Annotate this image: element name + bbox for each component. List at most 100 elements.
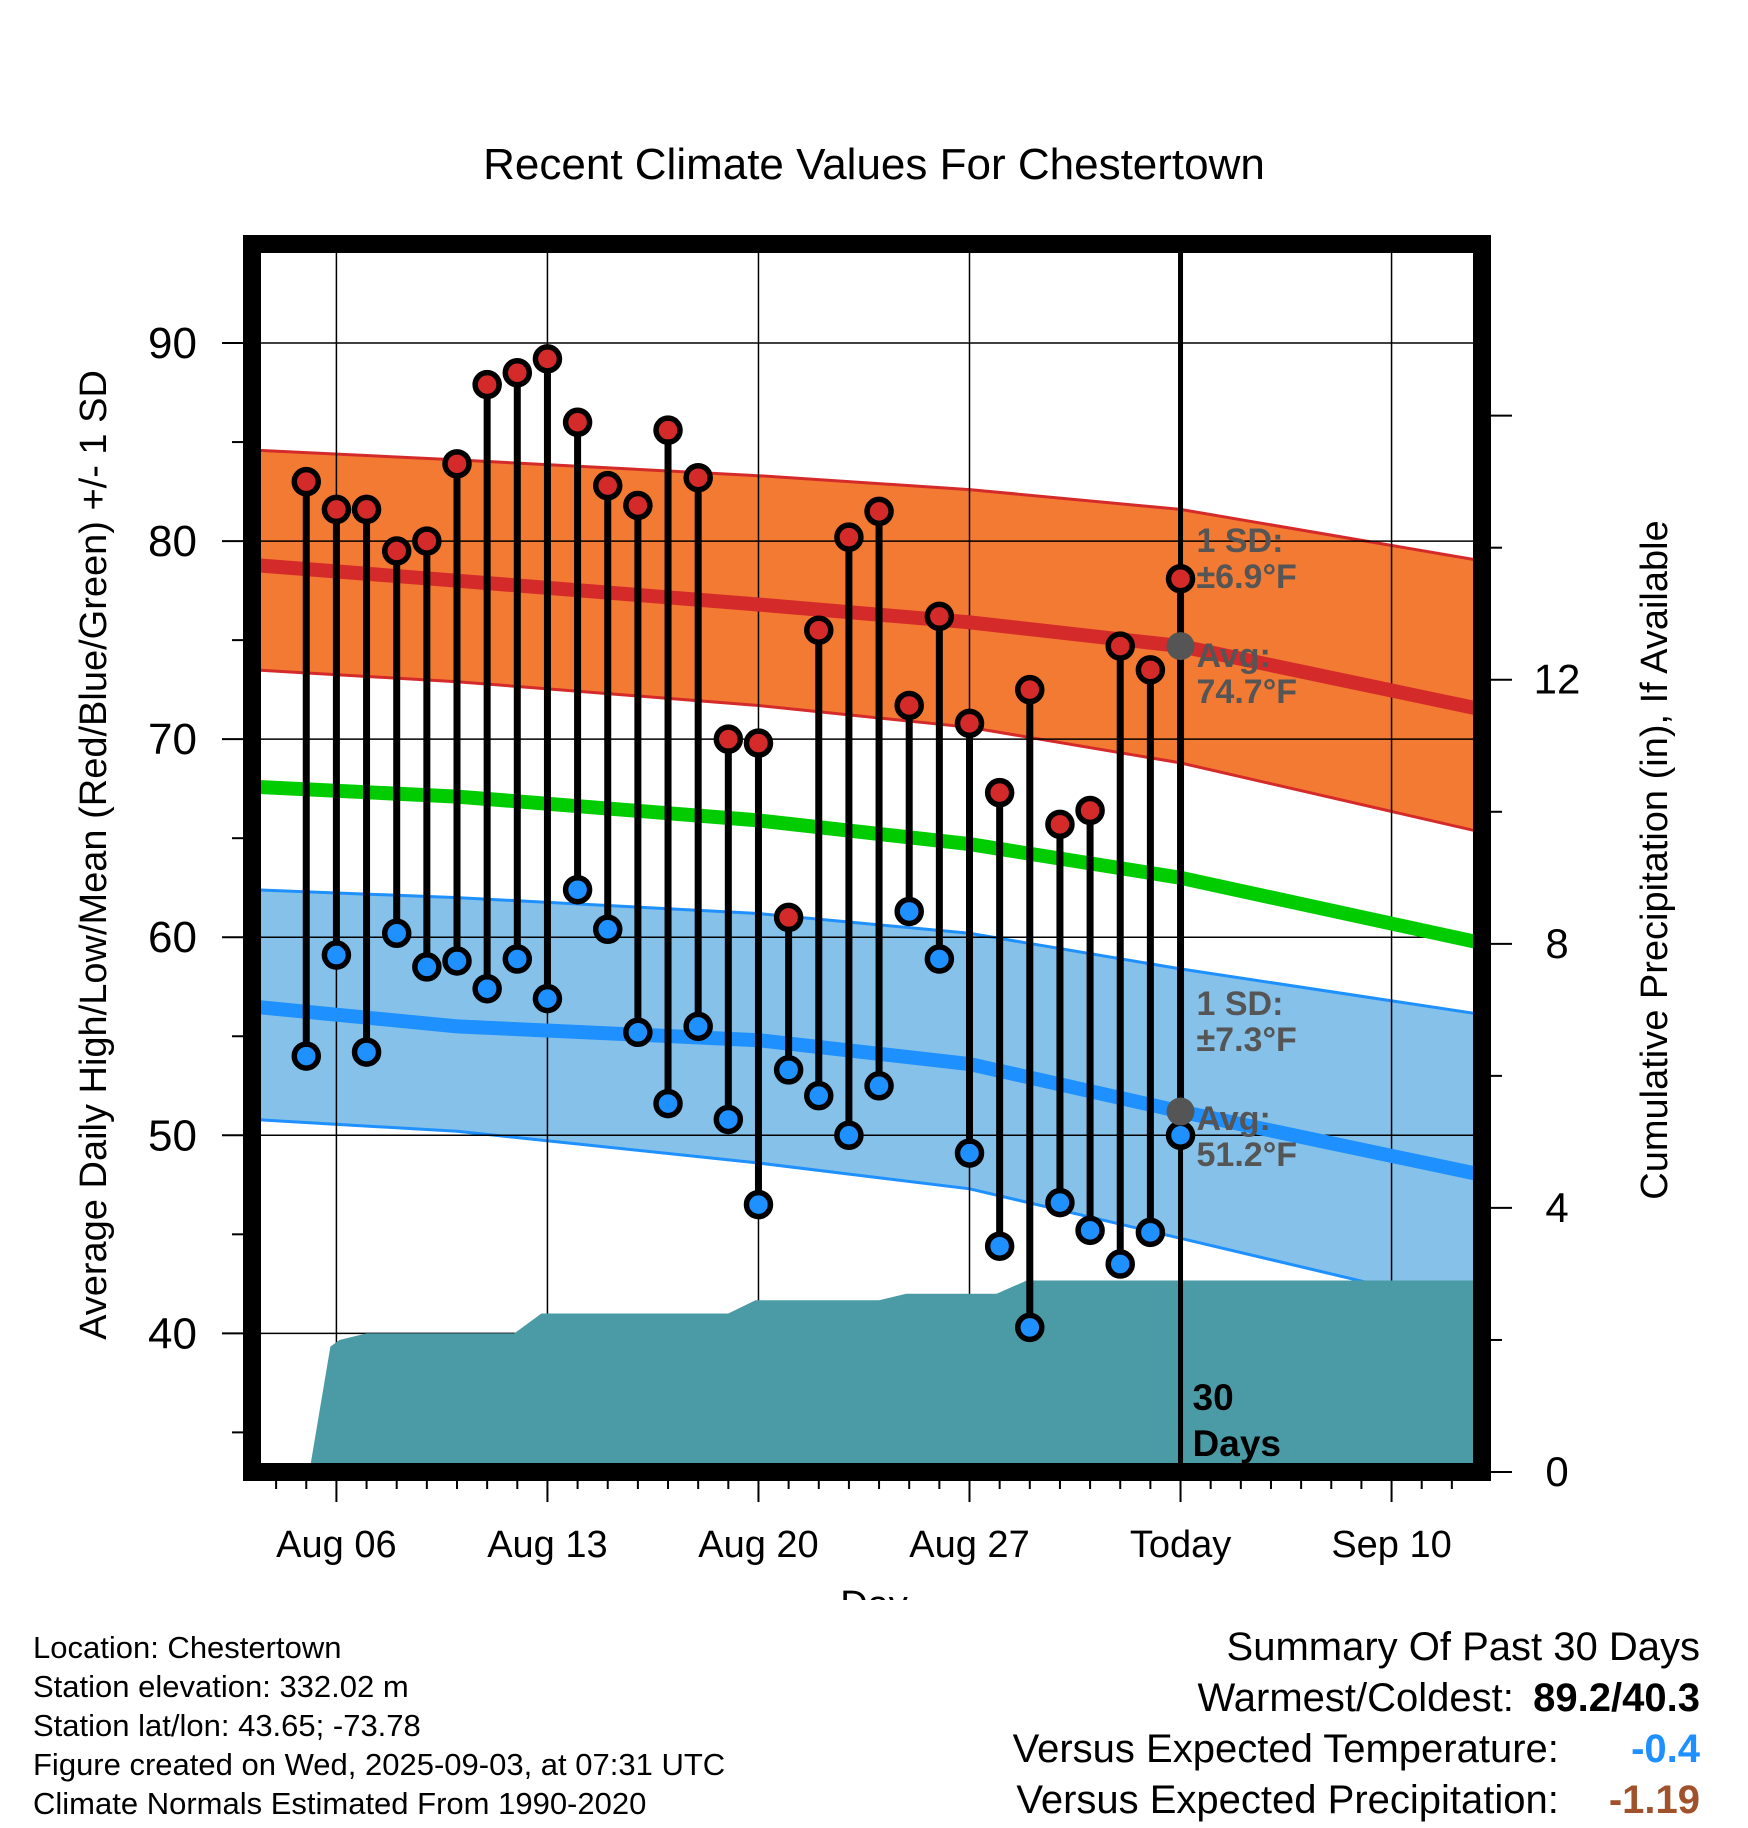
daily-high-point (502, 357, 533, 388)
x-tick-label: Aug 20 (698, 1524, 818, 1566)
daily-high-point (984, 777, 1015, 808)
daily-high-point (442, 449, 472, 479)
low-sd-annotation: ±7.3°F (1197, 1021, 1297, 1059)
daily-high-point (351, 494, 382, 525)
period-days-label: 30 (1193, 1377, 1234, 1418)
daily-low-point (653, 1088, 683, 1119)
precip-label: Versus Expected Precipitation: (1016, 1778, 1559, 1822)
daily-low-point (864, 1071, 894, 1101)
warm-cold-value: 89.2/40.3 (1533, 1676, 1700, 1720)
high-sd-annotation: ±6.9°F (1197, 558, 1297, 596)
low-avg-line (251, 999, 1484, 1182)
high-avg-line (251, 557, 1484, 717)
low-avg-annotation: 51.2°F (1197, 1136, 1298, 1174)
precip-area (252, 1280, 1482, 1472)
today-high-avg-dot (1166, 632, 1195, 661)
station-info: Location: Chestertown Station elevation:… (33, 1628, 725, 1823)
daily-high-point (1015, 674, 1045, 705)
summary-temp: Versus Expected Temperature: -0.4 (1013, 1724, 1700, 1775)
daily-high-point (1075, 795, 1105, 826)
high-avg-annotation: Avg: (1197, 637, 1271, 675)
y-axis-label: Average Daily High/Low/Mean (Red/Blue/Gr… (73, 370, 115, 1340)
daily-low-point (623, 1017, 653, 1048)
daily-low-point (834, 1120, 864, 1151)
daily-high-point (532, 344, 563, 374)
y2-tick-label: 0 (1545, 1448, 1568, 1495)
daily-high-point (954, 708, 985, 739)
daily-low-point (562, 874, 593, 905)
y-tick-label: 90 (148, 319, 197, 368)
daily-low-point (683, 1011, 713, 1042)
summary-warm-cold: Warmest/Coldest: 89.2/40.3 (1013, 1673, 1701, 1724)
daily-low-point (1105, 1249, 1135, 1279)
daily-low-point (532, 983, 563, 1014)
daily-high-point (713, 724, 744, 754)
daily-high-point (683, 462, 713, 493)
daily-high-point (743, 728, 774, 758)
daily-low-point (502, 944, 533, 974)
summary-panel: Summary Of Past 30 Days Warmest/Coldest:… (1013, 1622, 1700, 1826)
precip-value: -1.19 (1608, 1778, 1700, 1822)
low-sd-annotation: 1 SD: (1197, 985, 1284, 1023)
daily-high-point (291, 466, 322, 497)
daily-high-point (412, 526, 442, 556)
created-text: Figure created on Wed, 2025-09-03, at 07… (33, 1747, 726, 1782)
climate-chart: Recent Climate Values For Chestertown 1 … (73, 140, 1676, 1600)
warm-cold-label: Warmest/Coldest: (1197, 1676, 1514, 1720)
daily-low-point (743, 1189, 774, 1220)
summary-heading: Summary Of Past 30 Days (1226, 1625, 1700, 1669)
daily-high-point (592, 470, 623, 501)
daily-high-point (864, 496, 894, 527)
x-tick-label: Aug 27 (909, 1524, 1029, 1566)
mean-avg-line (251, 779, 1484, 951)
period-days-label: Days (1193, 1423, 1281, 1464)
latlon-text: Station lat/lon: 43.65; -73.78 (33, 1708, 421, 1743)
daily-low-point (773, 1055, 804, 1085)
summary-precip: Versus Expected Precipitation: -1.19 (1013, 1775, 1700, 1826)
daily-high-point (773, 902, 804, 933)
y-tick-label: 80 (148, 517, 197, 566)
y-tick-label: 40 (148, 1309, 197, 1358)
daily-high-point (1165, 563, 1196, 594)
daily-low-point (592, 914, 623, 945)
daily-high-point (924, 601, 955, 632)
daily-high-point (562, 407, 593, 438)
daily-low-point (351, 1037, 382, 1067)
daily-low-point (321, 940, 352, 970)
daily-high-point (894, 690, 924, 721)
daily-low-point (1165, 1120, 1196, 1151)
today-low-avg-dot (1166, 1097, 1195, 1126)
daily-low-point (381, 918, 412, 949)
daily-high-point (1045, 809, 1075, 840)
daily-high-point (653, 415, 683, 445)
daily-low-point (1075, 1215, 1105, 1246)
y2-tick-label: 4 (1545, 1184, 1568, 1231)
daily-low-point (291, 1041, 322, 1071)
y2-tick-label: 8 (1545, 920, 1568, 967)
y-tick-label: 70 (148, 715, 197, 764)
normals-text: Climate Normals Estimated From 1990-2020 (33, 1786, 647, 1821)
daily-high-point (623, 490, 653, 521)
daily-low-point (1135, 1217, 1166, 1248)
x-axis-label: Day (840, 1584, 908, 1600)
elevation-text: Station elevation: 332.02 m (33, 1669, 409, 1704)
high-avg-annotation: 74.7°F (1197, 673, 1298, 711)
temp-label: Versus Expected Temperature: (1012, 1727, 1559, 1771)
y2-tick-label: 12 (1534, 656, 1581, 703)
daily-low-point (1015, 1312, 1045, 1343)
daily-high-point (1135, 655, 1166, 685)
low-sd-band (250, 888, 1484, 1312)
x-tick-label: Today (1130, 1524, 1231, 1566)
location-text: Location: Chestertown (33, 1630, 342, 1665)
daily-low-point (1045, 1187, 1075, 1218)
daily-low-point (894, 896, 924, 927)
daily-low-point (804, 1080, 834, 1111)
daily-high-point (804, 615, 834, 645)
high-sd-annotation: 1 SD: (1197, 522, 1284, 560)
daily-high-point (1105, 631, 1135, 661)
plot-frame (243, 235, 1491, 1481)
x-tick-label: Aug 06 (276, 1524, 396, 1566)
daily-low-point (984, 1231, 1015, 1261)
chart-title: Recent Climate Values For Chestertown (483, 140, 1265, 189)
temp-value: -0.4 (1631, 1727, 1700, 1771)
